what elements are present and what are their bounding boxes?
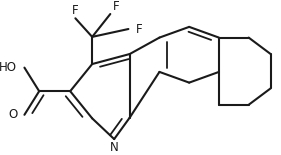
Text: F: F [136,22,142,35]
Text: F: F [72,4,79,17]
Text: F: F [113,0,119,13]
Text: HO: HO [0,61,17,74]
Text: N: N [110,142,119,154]
Text: O: O [8,108,17,121]
